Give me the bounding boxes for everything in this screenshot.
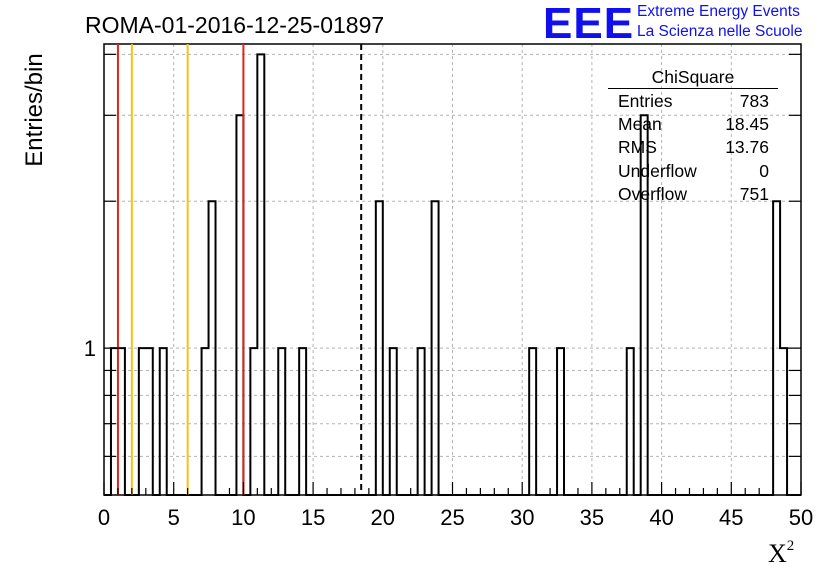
logo-line-1: Extreme Energy Events	[637, 3, 800, 20]
x-tick-label: 20	[371, 505, 395, 530]
stats-label: Underflow	[618, 160, 697, 181]
histogram-bin	[257, 54, 264, 495]
x-tick-label: 45	[719, 505, 743, 530]
stats-label: Overflow	[618, 183, 688, 204]
stats-row-mean: Mean 18.45	[608, 113, 778, 136]
stats-row-rms: RMS 13.76	[608, 136, 778, 159]
x-axis-title: X2	[768, 538, 795, 568]
logo-line-2: La Scienza nelle Scuole	[637, 23, 803, 40]
y-axis-title: Entries/bin	[21, 53, 48, 167]
stats-row-underflow: Underflow 0	[608, 160, 778, 183]
stats-value: 18.45	[725, 114, 769, 135]
x-tick-label: 30	[510, 505, 534, 530]
x-tick-label: 40	[649, 505, 673, 530]
eee-logo: EEE	[543, 0, 635, 48]
histogram-outline	[104, 53, 801, 496]
stats-label: RMS	[618, 137, 657, 158]
stats-row-entries: Entries 783	[608, 90, 778, 113]
run-title: ROMA-01-2016-12-25-01897	[85, 12, 385, 38]
x-tick-label: 15	[301, 505, 325, 530]
stats-label: Mean	[618, 114, 662, 135]
stats-label: Entries	[618, 91, 673, 111]
stats-value: 13.76	[725, 137, 769, 158]
x-tick-label: 0	[98, 505, 110, 530]
x-tick-label: 50	[789, 505, 813, 530]
stats-value: 0	[759, 160, 769, 181]
stats-value: 751	[739, 183, 769, 204]
stats-title: ChiSquare	[651, 67, 735, 87]
stats-row-overflow: Overflow 751	[608, 183, 778, 206]
x-tick-label: 5	[168, 505, 180, 530]
y-tick-label: 1	[84, 336, 96, 361]
stats-box: ChiSquare Entries 783 Mean 18.45 RMS 13.…	[608, 66, 778, 206]
x-tick-label: 35	[580, 505, 604, 530]
x-tick-label: 10	[231, 505, 255, 530]
histogram-bin	[236, 115, 243, 495]
stats-value: 783	[739, 91, 769, 111]
stats-divider	[608, 88, 778, 89]
x-tick-label: 25	[440, 505, 464, 530]
